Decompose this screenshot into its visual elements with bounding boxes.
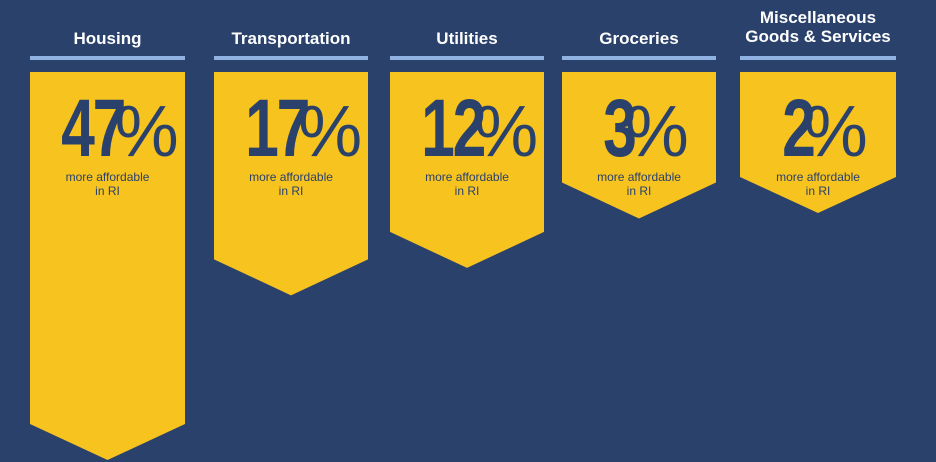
category-rule xyxy=(30,56,185,60)
value-number: 12 xyxy=(421,83,486,174)
value-label: 2% xyxy=(740,82,896,176)
value-label: 47% xyxy=(30,82,185,176)
percent-sign: % xyxy=(114,92,179,172)
category-column: Utilities 12% more affordable in RI xyxy=(390,0,544,422)
category-title: Groceries xyxy=(599,29,679,48)
value-bar xyxy=(214,72,368,296)
value-banner xyxy=(562,72,716,219)
value-number: 47 xyxy=(61,83,127,174)
value-banner xyxy=(740,72,896,213)
value-bar xyxy=(30,72,185,460)
value-bar xyxy=(562,72,716,219)
value-banner xyxy=(390,72,544,268)
value-banner xyxy=(214,72,368,296)
percent-sign: % xyxy=(298,92,362,172)
category-title: Miscellaneous Goods & Services xyxy=(745,8,891,46)
category-column: Transportation 17% more affordable in RI xyxy=(214,0,368,422)
value-bar xyxy=(740,72,896,213)
value-bar xyxy=(390,72,544,268)
percent-sign: % xyxy=(803,92,868,172)
category-rule xyxy=(740,56,896,60)
category-rule xyxy=(214,56,368,60)
category-title: Utilities xyxy=(436,29,498,48)
affordability-chart: Housing 47% more affordable in RI Transport… xyxy=(30,0,896,460)
value-caption: more affordable in RI xyxy=(65,170,150,198)
category-title: Housing xyxy=(73,29,142,48)
category-column: Miscellaneous Goods & Services 2% more aff… xyxy=(740,0,896,422)
value-number: 2 xyxy=(782,83,816,174)
category-column: Groceries 3% more affordable in RI xyxy=(562,0,716,422)
value-number: 3 xyxy=(603,83,637,174)
value-label: 3% xyxy=(562,82,716,176)
value-caption: more affordable in RI xyxy=(249,170,333,198)
value-number: 17 xyxy=(245,83,310,174)
value-label: 17% xyxy=(214,82,368,176)
value-label: 12% xyxy=(390,82,544,176)
category-title: Transportation xyxy=(231,29,351,48)
category-rule xyxy=(562,56,716,60)
category-column: Housing 47% more affordable in RI xyxy=(30,0,185,460)
value-caption: more affordable in RI xyxy=(776,170,860,198)
value-caption: more affordable in RI xyxy=(597,170,681,198)
percent-sign: % xyxy=(624,92,689,172)
value-banner xyxy=(30,72,185,460)
value-caption: more affordable in RI xyxy=(425,170,509,198)
percent-sign: % xyxy=(474,92,538,172)
category-rule xyxy=(390,56,544,60)
